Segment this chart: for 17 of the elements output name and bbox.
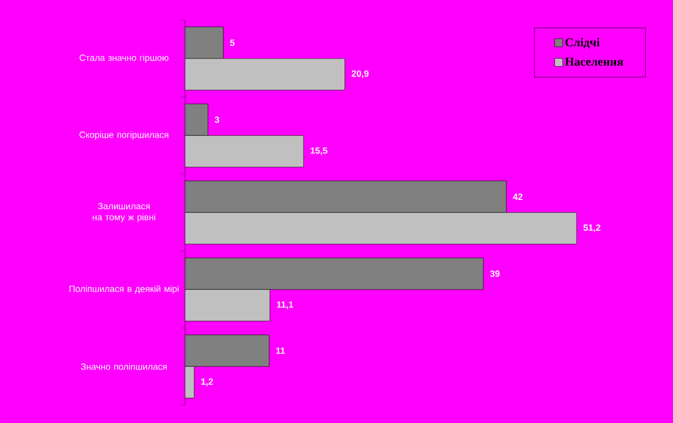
data-label: 42	[512, 194, 522, 200]
y-tick-label: Залишилася на тому ж рівні	[92, 202, 156, 222]
data-label: 39	[490, 270, 500, 277]
legend-label: Слідчі	[565, 38, 600, 48]
data-label: 11,1	[277, 301, 294, 310]
data-label: 20,9	[352, 70, 369, 78]
data-label: 11	[276, 348, 285, 354]
y-tick-label: Значно поліпшилася	[80, 363, 167, 370]
data-label: 1,2	[201, 378, 213, 386]
legend-label: Населення	[565, 58, 624, 66]
y-tick-label: Поліпшилася в деякій мірі	[70, 285, 179, 294]
data-label: 51,2	[583, 224, 600, 232]
y-tick-label: Стала значно гіршою	[80, 54, 168, 63]
data-label: 5	[230, 40, 235, 46]
data-label: 3	[214, 116, 220, 123]
y-tick-label: Скоріше погіршилася	[80, 131, 168, 140]
data-label: 15,5	[310, 147, 328, 156]
